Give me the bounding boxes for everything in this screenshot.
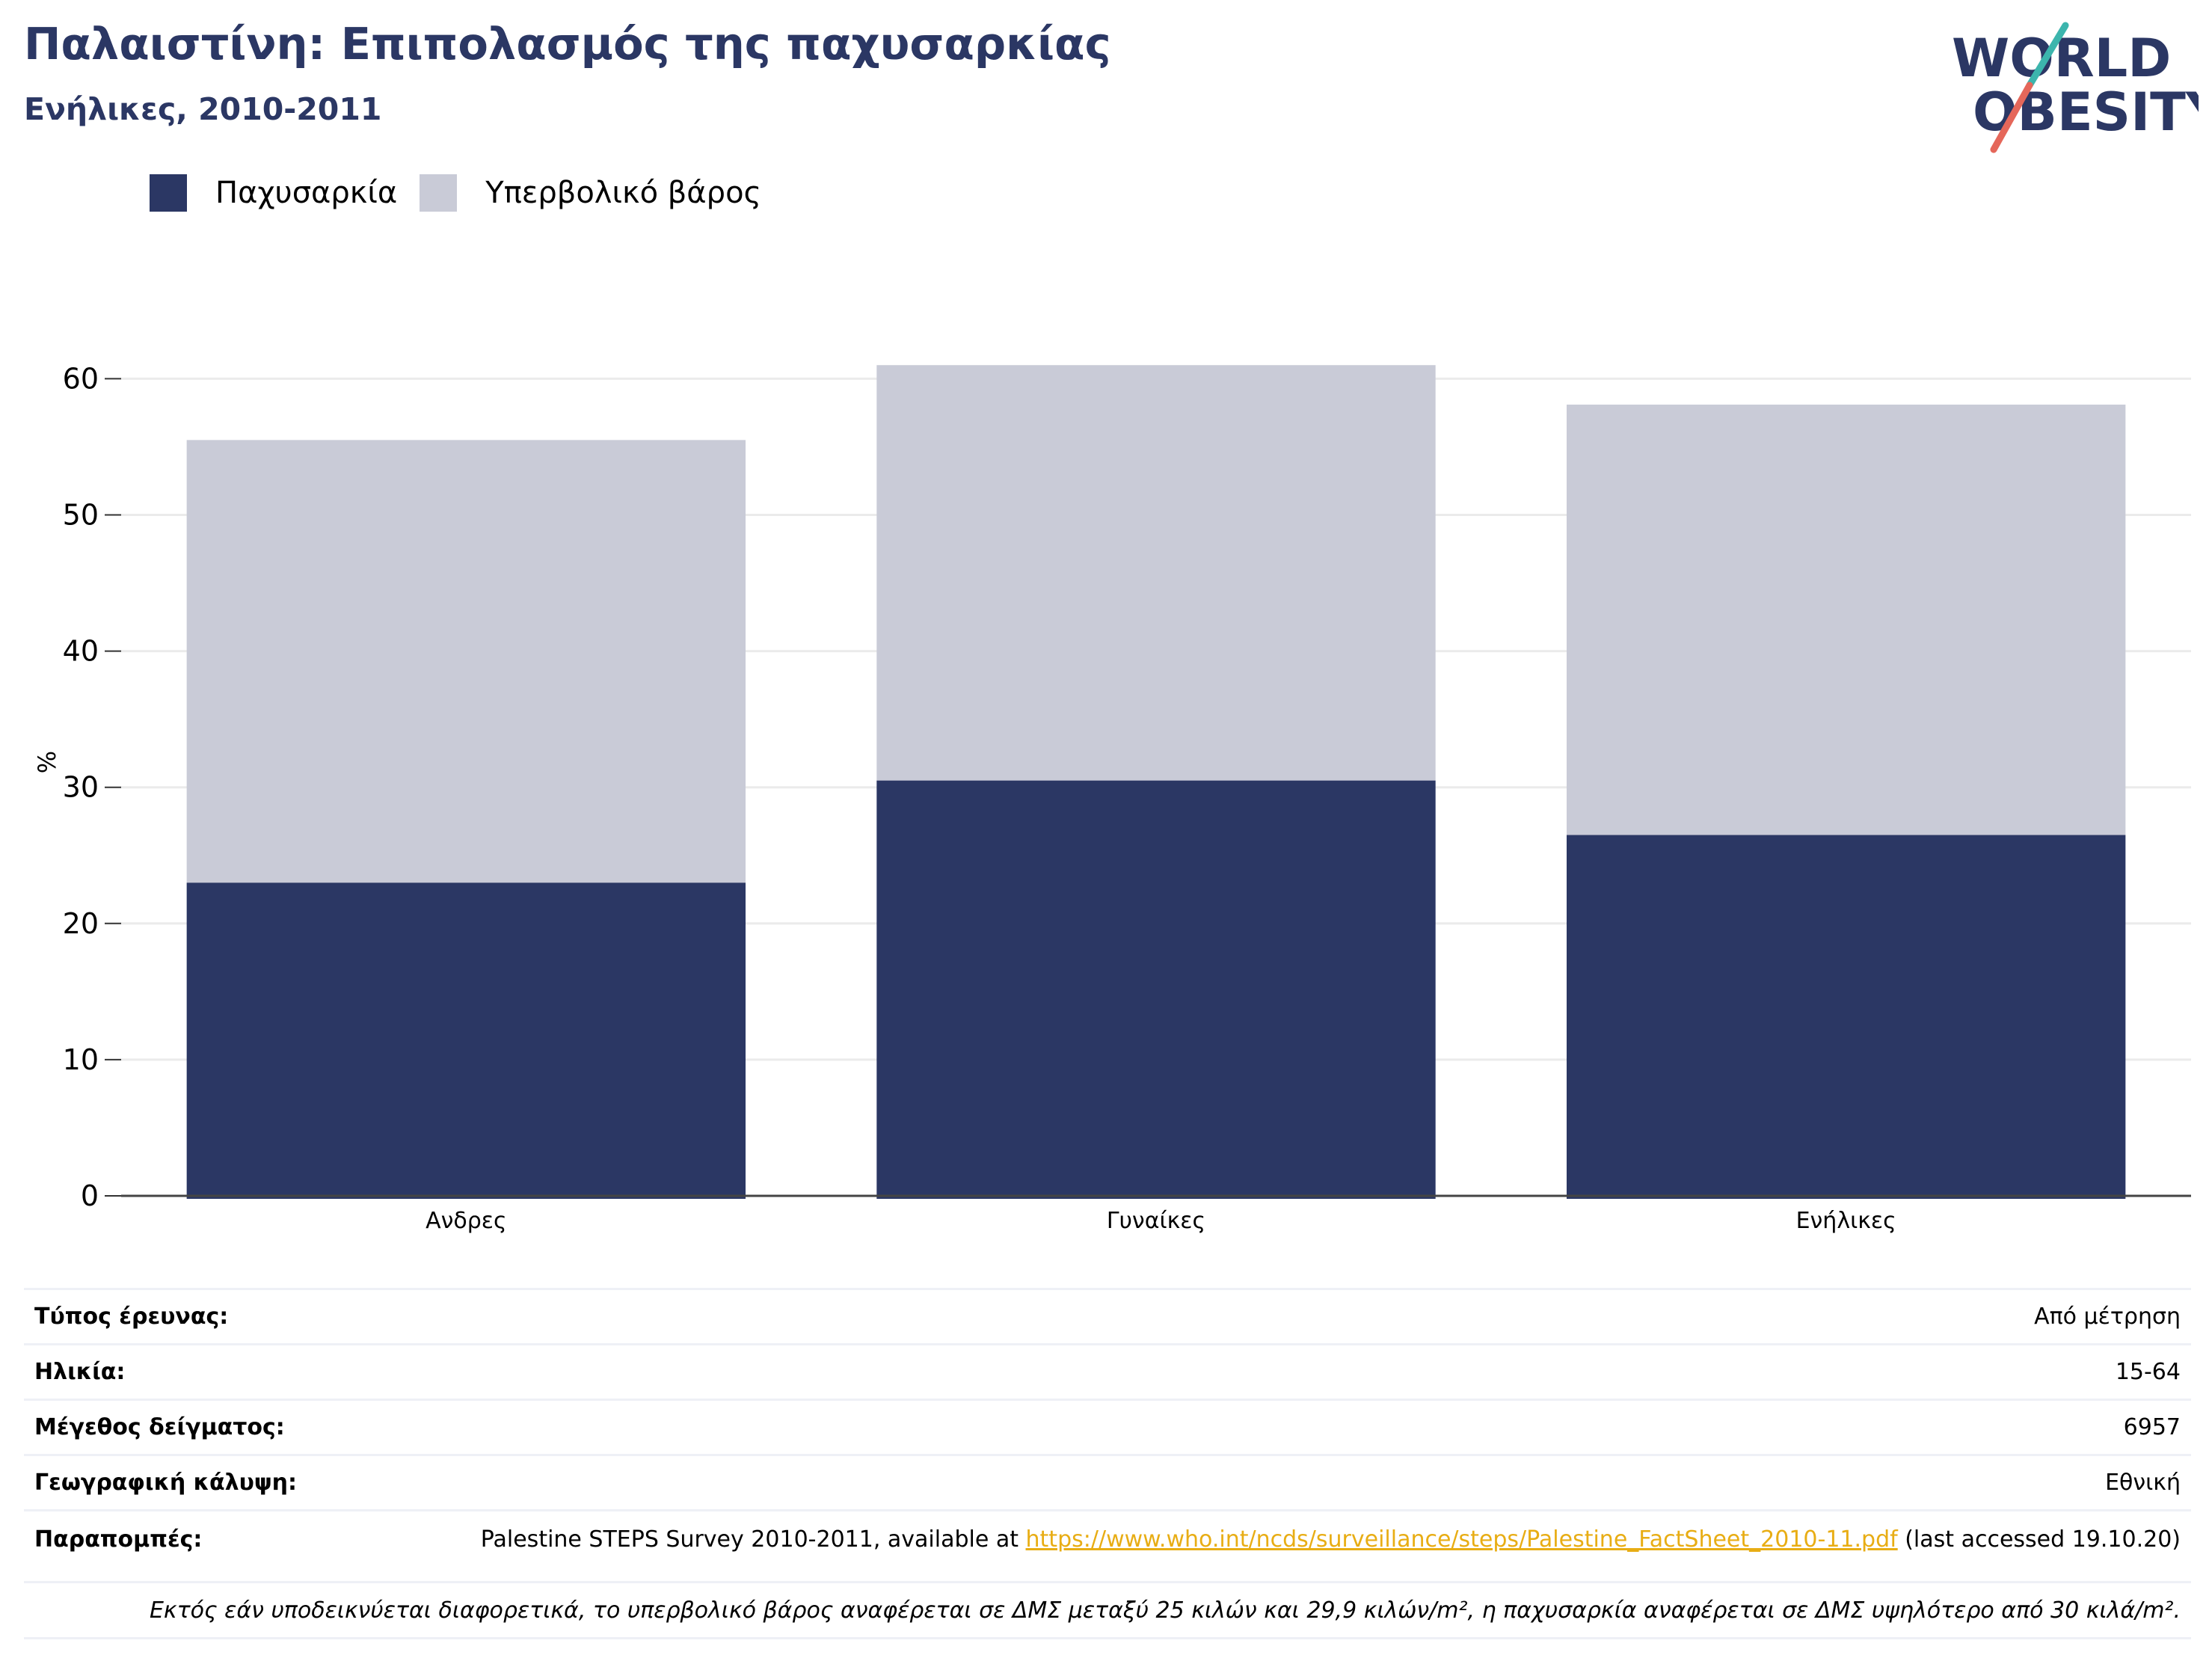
references-text: Palestine STEPS Survey 2010-2011, availa…	[480, 1526, 1026, 1553]
references-link[interactable]: https://www.who.int/ncds/surveillance/st…	[1025, 1526, 1898, 1553]
bar-segment-overweight[interactable]	[186, 440, 746, 883]
info-value: Από μέτρηση	[330, 1288, 2191, 1345]
legend-item-obesity[interactable]: Παχυσαρκία	[150, 174, 397, 212]
bar-chart: 0 10 20 30 40 50 60 Ανδρες Γυναίκες Ενήλικες %	[33, 362, 2191, 1234]
x-category-label: Ανδρες	[425, 1208, 507, 1234]
logo-teal-slash	[2026, 22, 2069, 89]
info-row-age: Ηλικία: 15-64	[24, 1343, 2191, 1400]
info-label: Μέγεθος δείγματος:	[24, 1399, 331, 1455]
survey-info-table: Τύπος έρευνας: Από μέτρηση Ηλικία: 15-64…	[24, 1288, 2191, 1639]
bar-segment-overweight[interactable]	[1566, 405, 2126, 835]
references-text-after: (last accessed 19.10.20)	[1897, 1526, 2181, 1553]
references-value: Palestine STEPS Survey 2010-2011, availa…	[330, 1509, 2191, 1582]
axes: 0 10 20 30 40 50 60 Ανδρες Γυναίκες Ενήλικες	[63, 362, 2191, 1234]
legend-item-overweight[interactable]: Υπερβολικό βάρος	[420, 174, 761, 212]
legend-label-obesity: Παχυσαρκία	[215, 176, 398, 210]
y-tick-label: 20	[63, 907, 99, 940]
world-obesity-logo: WORLD OBESITY	[1952, 22, 2199, 153]
footnote: Εκτός εάν υποδεικνύεται διαφορετικά, το …	[24, 1581, 2191, 1639]
bar-segment-obesity[interactable]	[186, 882, 746, 1199]
legend-label-overweight: Υπερβολικό βάρος	[485, 176, 762, 210]
info-label: Γεωγραφική κάλυψη:	[24, 1454, 331, 1511]
x-category-label: Γυναίκες	[1107, 1208, 1205, 1234]
page-title: Παλαιστίνη: Επιπολασμός της παχυσαρκίας	[24, 18, 1111, 70]
info-row-sample-size: Μέγεθος δείγματος: 6957	[24, 1399, 2191, 1455]
x-category-label: Ενήλικες	[1796, 1208, 1896, 1234]
info-label: Τύπος έρευνας:	[24, 1288, 331, 1345]
legend: Παχυσαρκία Υπερβολικό βάρος	[150, 172, 784, 214]
info-value: 6957	[330, 1399, 2191, 1455]
info-row-footnote: Εκτός εάν υποδεικνύεται διαφορετικά, το …	[24, 1581, 2191, 1639]
y-axis-title: %	[33, 751, 61, 773]
info-label: Ηλικία:	[24, 1343, 331, 1400]
bar-segment-obesity[interactable]	[876, 780, 1436, 1199]
bars	[186, 365, 2126, 1199]
info-label: Παραπομπές:	[24, 1509, 331, 1582]
info-value: Εθνική	[330, 1454, 2191, 1511]
logo-red-slash	[1990, 82, 2033, 153]
info-row-references: Παραπομπές: Palestine STEPS Survey 2010-…	[24, 1509, 2191, 1582]
y-tick-label: 0	[81, 1179, 99, 1212]
info-row-survey-type: Τύπος έρευνας: Από μέτρηση	[24, 1288, 2191, 1345]
logo-word-obesity: OBESITY	[1973, 82, 2199, 143]
y-tick-label: 30	[63, 771, 99, 804]
info-row-coverage: Γεωγραφική κάλυψη: Εθνική	[24, 1454, 2191, 1511]
legend-swatch-obesity	[150, 174, 187, 212]
y-tick-label: 10	[63, 1043, 99, 1076]
page-subtitle: Ενήλικες, 2010-2011	[24, 91, 382, 127]
legend-swatch-overweight	[420, 174, 458, 212]
info-value: 15-64	[330, 1343, 2191, 1400]
bar-segment-overweight[interactable]	[876, 365, 1436, 781]
y-tick-label: 60	[63, 362, 99, 395]
y-tick-label: 50	[63, 499, 99, 532]
y-tick-label: 40	[63, 635, 99, 668]
bar-segment-obesity[interactable]	[1566, 835, 2126, 1199]
